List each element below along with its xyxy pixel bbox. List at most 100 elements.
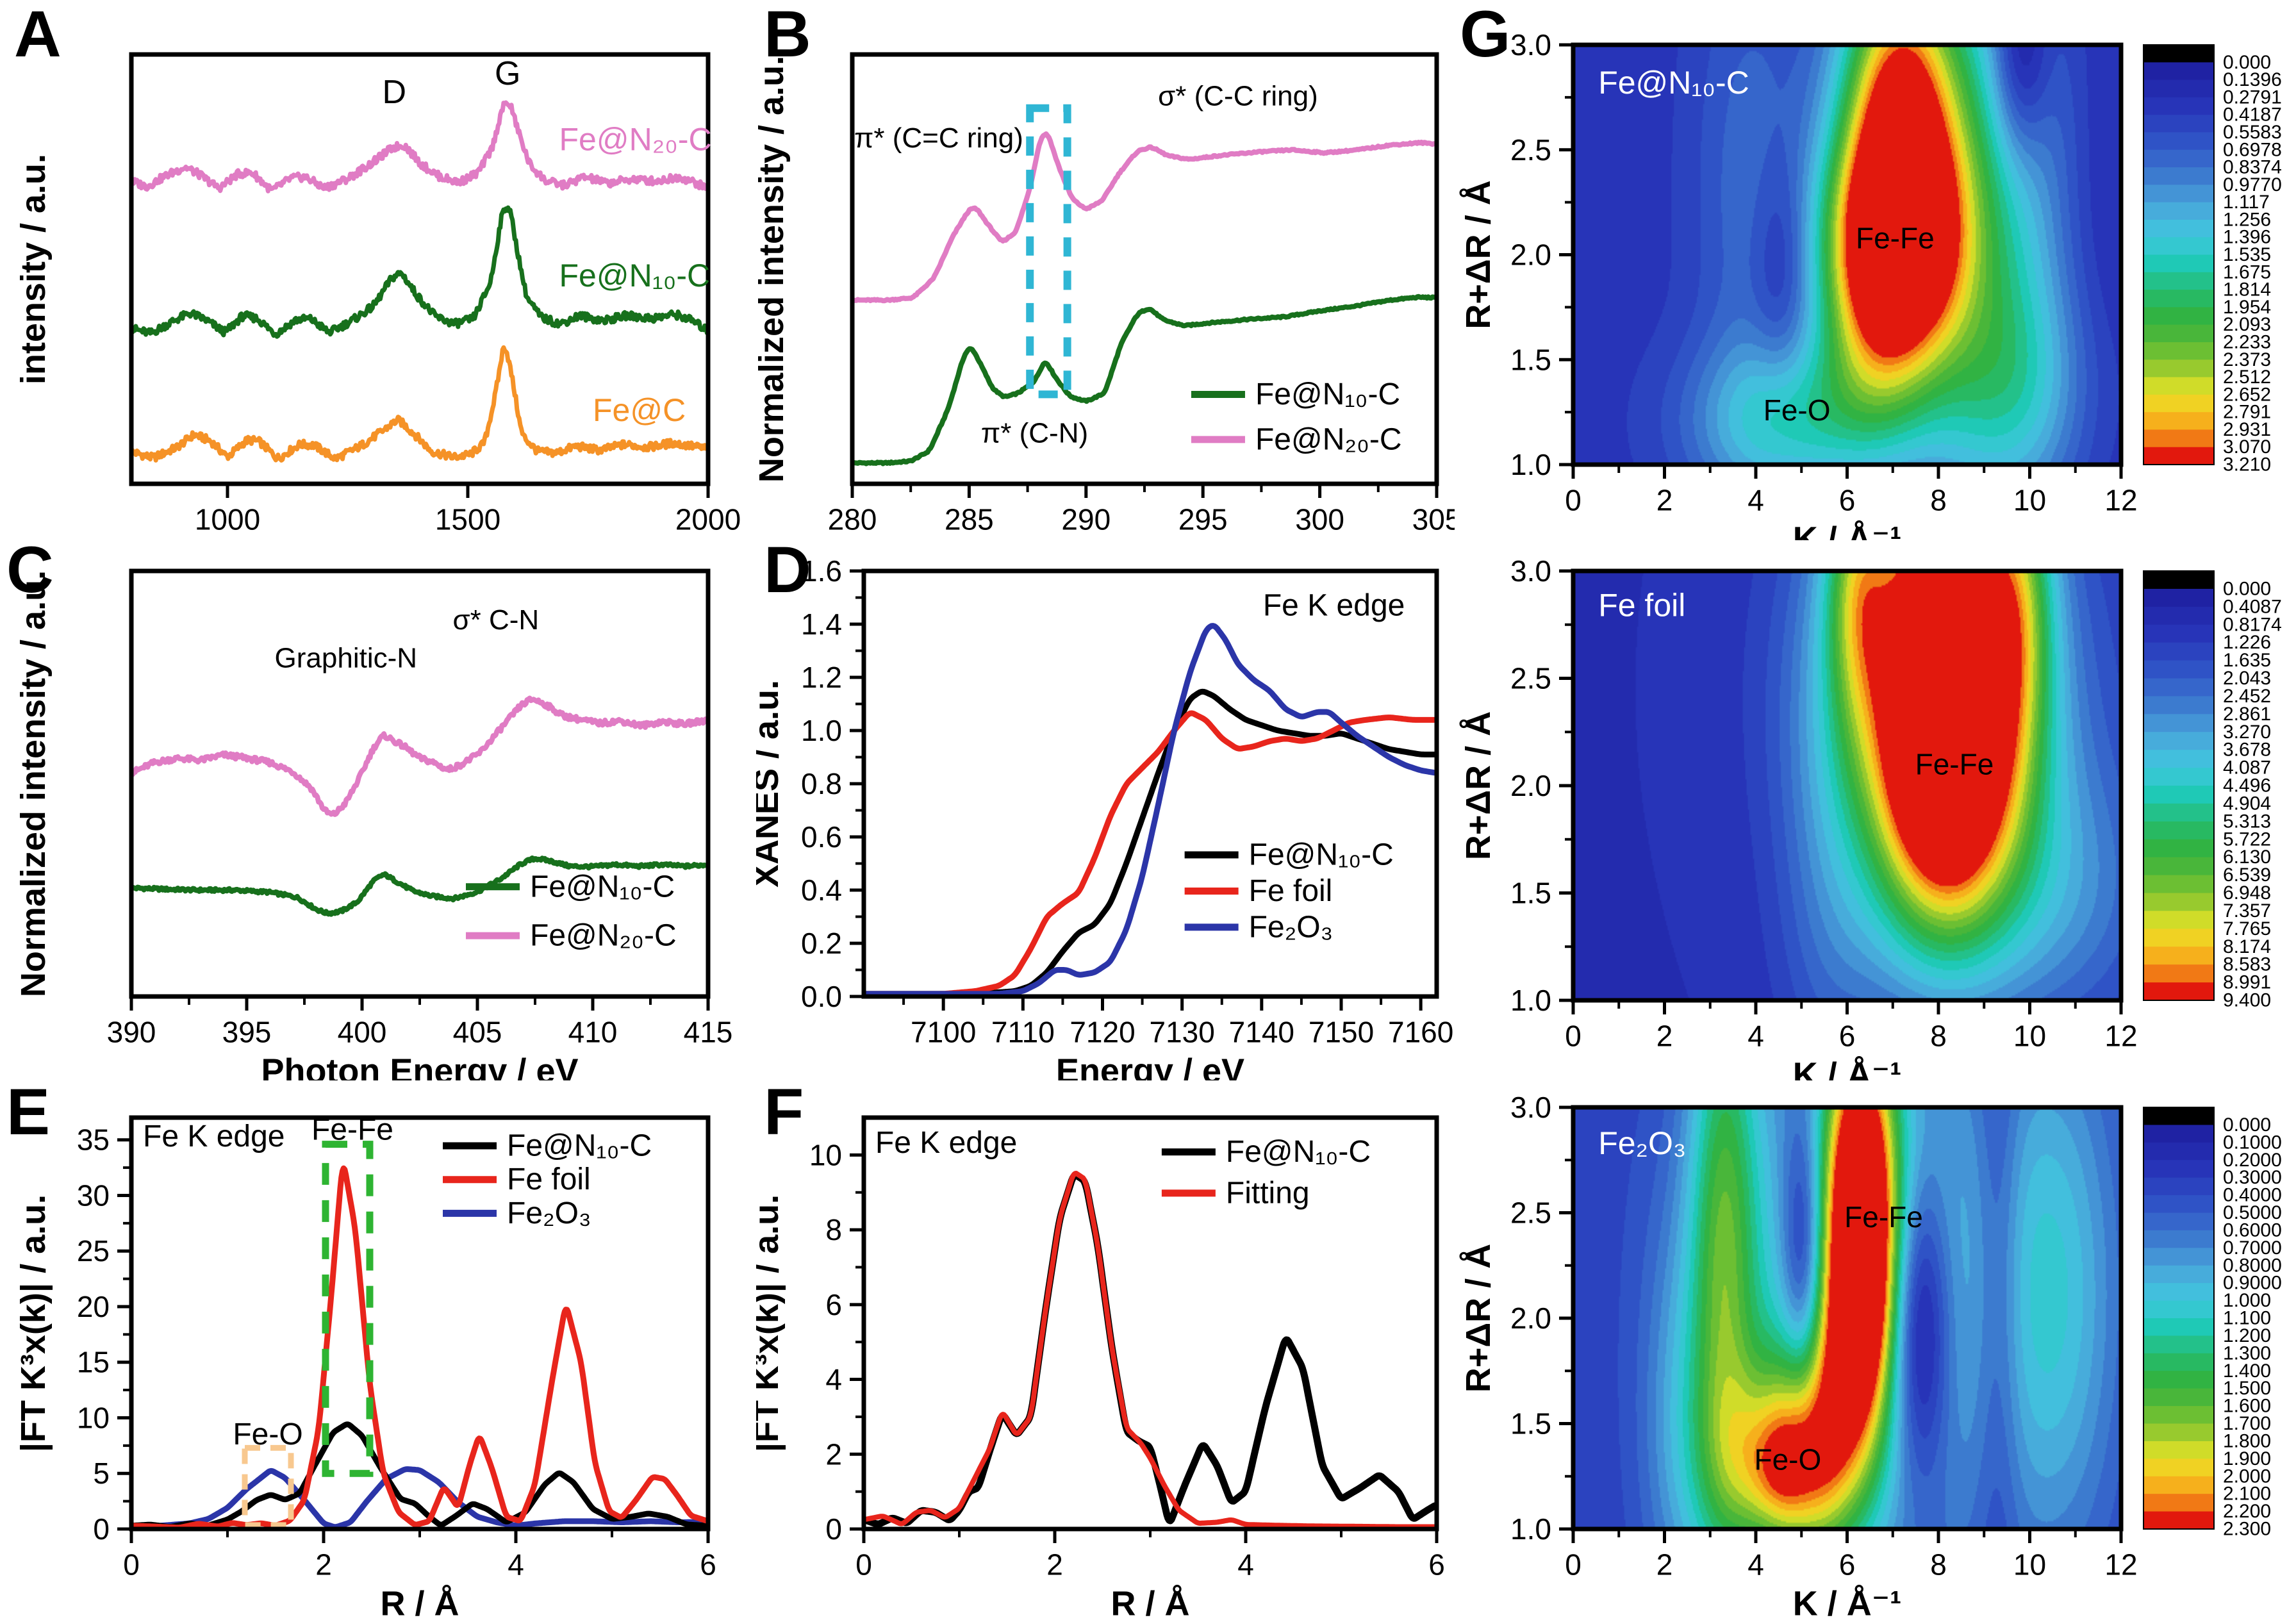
G3-colorbar-tick-13: 1.300 bbox=[2223, 1343, 2271, 1364]
G2-colorbar: 0.0000.40870.81741.2261.6352.0432.4522.8… bbox=[2143, 570, 2282, 1011]
G1-colorbar-tick-16: 2.233 bbox=[2223, 331, 2271, 352]
F-ytick: 6 bbox=[825, 1288, 842, 1321]
D-ytick: 0.0 bbox=[801, 980, 842, 1013]
G2-contour-canvas bbox=[1573, 571, 2121, 1000]
B-xtick: 295 bbox=[1178, 503, 1228, 536]
E-xtick: 4 bbox=[508, 1548, 524, 1582]
G1-ytick: 2.0 bbox=[1510, 238, 1551, 272]
G3-colorbar-tick-14: 1.400 bbox=[2223, 1360, 2271, 1382]
D-legend-label-2: Fe₂O₃ bbox=[1249, 910, 1334, 944]
G1-colorbar-tick-4: 0.5583 bbox=[2223, 122, 2282, 143]
C-x-axis-label: Photon Energy / eV bbox=[261, 1052, 578, 1080]
panel-g-wavelet-fen10c: 0 2 4 6 8 10 12 1.0 1.5 2.0 2.5 3.0 K / Å⁻¹ R+ΔR / Å F… bbox=[1455, 0, 2296, 540]
G3-x-axis-label: K / Å⁻¹ bbox=[1793, 1584, 1902, 1620]
D-annotation-0: Fe K edge bbox=[1263, 588, 1405, 622]
E-series-Fe foil bbox=[131, 1165, 708, 1529]
F-xtick: 6 bbox=[1428, 1548, 1445, 1582]
G1-xtick: 12 bbox=[2104, 484, 2137, 517]
F-ytick: 10 bbox=[809, 1138, 842, 1171]
E-ytick: 30 bbox=[77, 1178, 110, 1212]
G1-ytick: 3.0 bbox=[1510, 28, 1551, 62]
G1-ytick: 1.0 bbox=[1510, 448, 1551, 481]
F-ytick: 2 bbox=[825, 1437, 842, 1471]
A-annotation-1: G bbox=[495, 55, 520, 92]
G1-ytick: 2.5 bbox=[1510, 133, 1551, 167]
E-ytick: 10 bbox=[77, 1401, 110, 1434]
C-xtick: 390 bbox=[107, 1016, 156, 1049]
G3-colorbar-tick-23: 2.300 bbox=[2223, 1519, 2271, 1540]
G1-plot-frame bbox=[1571, 42, 2124, 467]
G2-xtick: 12 bbox=[2104, 1020, 2137, 1053]
F-ytick: 8 bbox=[825, 1213, 842, 1246]
G3-xtick: 2 bbox=[1656, 1548, 1673, 1582]
G1-colorbar-tick-14: 1.954 bbox=[2223, 297, 2271, 318]
E-ytick: 20 bbox=[77, 1290, 110, 1323]
C-xtick: 400 bbox=[338, 1016, 387, 1049]
D-series-Fe₂O₃ bbox=[864, 623, 1437, 996]
D-legend-label-0: Fe@N₁₀-C bbox=[1249, 838, 1394, 872]
C-annotation-0: Graphitic-N bbox=[275, 643, 418, 674]
G3-y-axis-label: R+ΔR / Å bbox=[1459, 1244, 1498, 1393]
panel-f-exafs-fitting-chart: 0 2 4 6 0 2 4 6 8 10 R / Å |FT K³x(k)| / a.u. Fe K e… bbox=[756, 1080, 1455, 1620]
G3-sample-label: Fe₂O₃ bbox=[1598, 1125, 1686, 1161]
panel-c-n-kedge-nexafs-chart: 390 395 400 405 410 415 Photon Energy / eV Norm… bbox=[0, 540, 756, 1080]
G1-x-axis-label: K / Å⁻¹ bbox=[1793, 520, 1902, 540]
G2-xtick: 0 bbox=[1565, 1020, 1582, 1053]
C-xtick: 405 bbox=[453, 1016, 502, 1049]
D-legend-label-1: Fe foil bbox=[1249, 874, 1333, 908]
G1-colorbar-tick-3: 0.4187 bbox=[2223, 104, 2282, 126]
E-legend-label-0: Fe@N₁₀-C bbox=[507, 1129, 652, 1163]
E-legend-label-2: Fe₂O₃ bbox=[507, 1196, 591, 1230]
G2-colorbar-tick-16: 6.539 bbox=[2223, 864, 2271, 886]
G1-annotation-0: Fe-Fe bbox=[1856, 221, 1935, 254]
B-legend: Fe@N₁₀-C Fe@N₂₀-C bbox=[1191, 377, 1402, 456]
G3-colorbar-tick-5: 0.5000 bbox=[2223, 1202, 2282, 1223]
G3-colorbar-tick-22: 2.200 bbox=[2223, 1501, 2271, 1522]
A-annotation-2: Fe@N₂₀-C bbox=[559, 122, 712, 158]
G3-colorbar-tick-19: 1.900 bbox=[2223, 1448, 2271, 1469]
G1-colorbar-tick-18: 2.512 bbox=[2223, 367, 2271, 388]
A-annotation-0: D bbox=[382, 74, 406, 111]
D-y-axis-label: XANES / a.u. bbox=[756, 680, 786, 888]
G3-colorbar-tick-8: 0.8000 bbox=[2223, 1255, 2282, 1276]
D-plot-frame bbox=[861, 568, 1439, 999]
G2-ytick: 3.0 bbox=[1510, 554, 1551, 588]
G3-colorbar-tick-7: 0.7000 bbox=[2223, 1237, 2282, 1259]
B-annotation-1: σ* (C-C ring) bbox=[1158, 81, 1318, 112]
E-series-Fe₂O₃ bbox=[131, 1466, 708, 1529]
G3-colorbar-tick-3: 0.3000 bbox=[2223, 1167, 2282, 1188]
G1-colorbar-tick-8: 1.117 bbox=[2223, 192, 2270, 213]
C-legend: Fe@N₁₀-C Fe@N₂₀-C bbox=[466, 870, 677, 953]
G2-colorbar-tick-11: 4.496 bbox=[2223, 775, 2271, 797]
G1-xtick: 10 bbox=[2013, 484, 2046, 517]
B-highlight-box-0 bbox=[1026, 104, 1071, 399]
G2-colorbar-tick-21: 8.583 bbox=[2223, 954, 2271, 975]
D-xtick: 7120 bbox=[1070, 1016, 1135, 1049]
panel-letter-f: F bbox=[764, 1075, 804, 1148]
G2-y-axis-label: R+ΔR / Å bbox=[1459, 711, 1498, 860]
G1-annotation-1: Fe-O bbox=[1763, 393, 1831, 427]
G2-xtick: 4 bbox=[1747, 1020, 1764, 1053]
G2-colorbar-tick-19: 7.765 bbox=[2223, 918, 2271, 939]
F-series-Fe@N₁₀-C bbox=[864, 1171, 1437, 1528]
F-x-axis-label: R / Å bbox=[1111, 1584, 1189, 1620]
G2-ytick: 2.0 bbox=[1510, 769, 1551, 802]
A-series-Fe@C bbox=[131, 345, 708, 463]
F-legend: Fe@N₁₀-C Fitting bbox=[1161, 1135, 1371, 1210]
E-highlight-box-1 bbox=[242, 1444, 294, 1528]
G3-ytick: 1.0 bbox=[1510, 1512, 1551, 1546]
A-x-axis-label: Raman Shift / cm⁻¹ bbox=[265, 539, 575, 540]
G1-colorbar-tick-11: 1.535 bbox=[2223, 244, 2271, 265]
G1-colorbar-tick-7: 0.9770 bbox=[2223, 174, 2282, 195]
F-annotation-0: Fe K edge bbox=[875, 1126, 1017, 1160]
C-series-Fe@N₁₀-C bbox=[131, 855, 708, 917]
G3-colorbar-tick-6: 0.6000 bbox=[2223, 1219, 2282, 1241]
A-annotation-4: Fe@C bbox=[593, 392, 686, 428]
E-ytick: 15 bbox=[77, 1346, 110, 1379]
D-ytick: 1.4 bbox=[801, 608, 842, 641]
E-xtick: 0 bbox=[123, 1548, 140, 1582]
E-plot-frame bbox=[129, 1115, 711, 1532]
